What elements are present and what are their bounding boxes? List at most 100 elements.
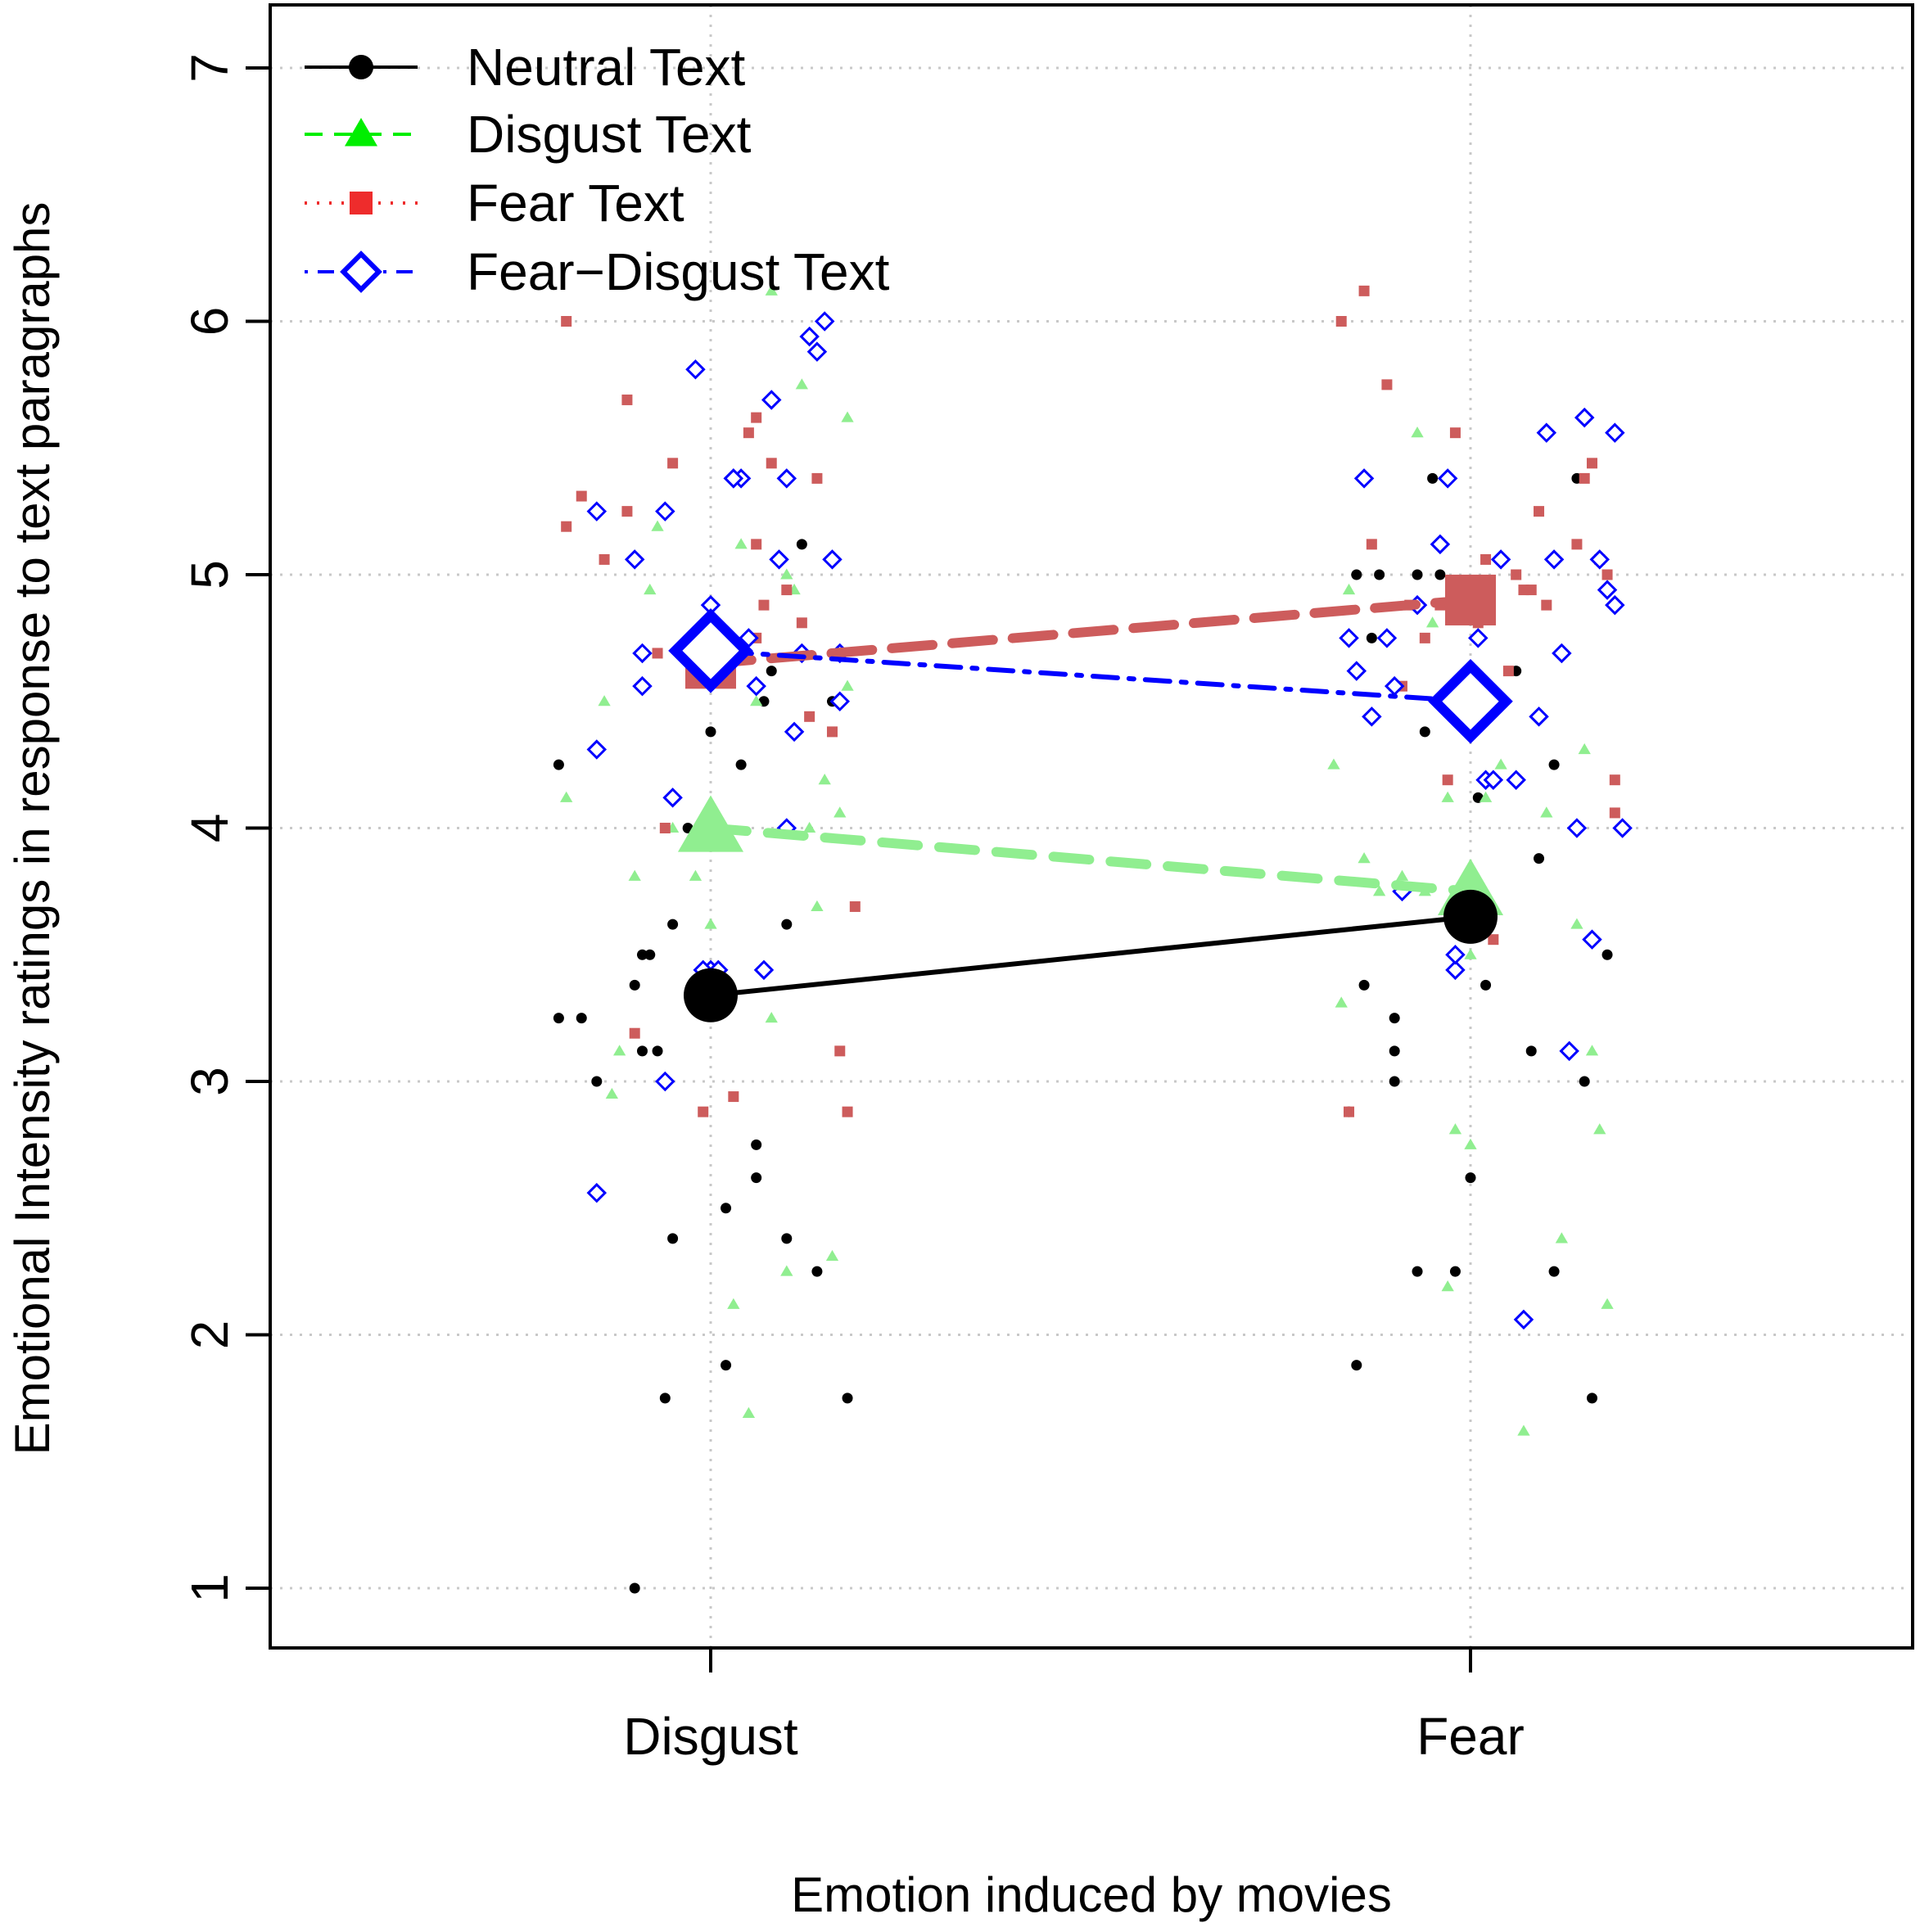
data-point-neutral (667, 1233, 679, 1244)
data-point-disgust (1593, 1123, 1606, 1135)
data-point-fear (1609, 774, 1620, 786)
series-feardisgust-points (586, 311, 1633, 1330)
data-point-fear (576, 490, 587, 502)
data-point-neutral (1366, 632, 1377, 643)
data-point-fear (842, 1106, 853, 1117)
data-point-fear (1344, 1106, 1355, 1117)
data-point-neutral (1389, 1076, 1400, 1087)
data-point-disgust (1464, 948, 1477, 959)
data-point-feardisgust (1339, 628, 1359, 648)
mean-line-disgust (706, 823, 1475, 896)
data-point-feardisgust (655, 1071, 675, 1092)
legend-marker-neutral (349, 55, 373, 79)
data-point-disgust (1395, 869, 1409, 881)
data-point-feardisgust (1506, 770, 1526, 790)
y-tick-label: 3 (180, 1067, 239, 1096)
data-point-neutral (1419, 726, 1430, 738)
data-point-disgust (780, 1265, 793, 1276)
data-point-fear (1449, 427, 1461, 439)
data-point-disgust (1479, 791, 1493, 802)
data-point-neutral (1579, 1076, 1590, 1087)
data-point-disgust (651, 520, 664, 531)
data-point-fear (781, 585, 793, 596)
data-point-disgust (1601, 1298, 1614, 1309)
data-point-neutral (796, 539, 807, 550)
data-point-disgust (1425, 616, 1439, 628)
data-point-fear (1502, 666, 1514, 677)
data-point-feardisgust (723, 468, 744, 489)
data-point-neutral (1480, 979, 1492, 991)
data-point-fear (1534, 506, 1545, 517)
data-point-disgust (802, 821, 816, 833)
data-point-disgust (765, 1011, 778, 1023)
data-point-neutral (751, 1172, 762, 1184)
data-point-disgust (811, 900, 824, 912)
data-point-fear (1419, 632, 1430, 643)
data-point-disgust (750, 695, 763, 706)
y-axis-title: Emotional Intensity ratings in response … (5, 202, 60, 1456)
data-point-feardisgust (1543, 549, 1565, 570)
data-point-fear (1488, 934, 1499, 946)
data-point-neutral (1358, 979, 1370, 991)
data-point-fear (796, 617, 807, 629)
data-point-fear (1358, 285, 1370, 296)
data-point-disgust (1342, 583, 1356, 595)
data-point-feardisgust (1574, 407, 1595, 428)
data-point-fear (1586, 458, 1597, 469)
x-axis-title: Emotion induced by movies (791, 1867, 1392, 1922)
data-point-disgust (560, 791, 573, 802)
data-point-disgust (1335, 996, 1348, 1008)
series-neutral-points (553, 472, 1613, 1594)
data-point-neutral (1412, 1266, 1423, 1277)
data-point-disgust (1327, 758, 1340, 770)
data-point-disgust (612, 1045, 626, 1056)
data-point-neutral (553, 1013, 564, 1024)
data-point-neutral (781, 1233, 793, 1244)
data-point-feardisgust (753, 959, 775, 981)
data-point-neutral (766, 666, 777, 677)
mean-marker-neutral (684, 968, 738, 1022)
data-point-feardisgust (1437, 468, 1458, 489)
data-point-fear (751, 412, 762, 423)
data-point-neutral (1427, 472, 1439, 484)
y-tick-label: 4 (180, 814, 239, 843)
legend-label-fear: Fear Text (467, 174, 684, 232)
series-fear-points (561, 285, 1620, 1117)
data-point-fear (758, 599, 770, 611)
data-point-feardisgust (624, 549, 645, 570)
data-point-feardisgust (769, 549, 789, 570)
x-tick-label: Disgust (623, 1707, 798, 1766)
data-point-neutral (629, 979, 640, 991)
data-point-neutral (705, 726, 716, 738)
data-point-neutral (721, 1203, 732, 1214)
mean-marker-fear (1445, 574, 1496, 625)
data-point-neutral (1351, 1360, 1362, 1371)
data-point-neutral (659, 1393, 671, 1404)
data-point-neutral (576, 1013, 587, 1024)
data-point-feardisgust (1362, 706, 1382, 727)
data-point-disgust (1372, 885, 1386, 896)
data-point-disgust (1540, 806, 1553, 818)
data-point-feardisgust (1597, 580, 1618, 600)
data-point-fear (1609, 807, 1620, 819)
data-point-feardisgust (822, 549, 843, 570)
data-point-neutral (553, 759, 564, 770)
data-point-neutral (1602, 949, 1613, 960)
data-point-neutral (1389, 1013, 1400, 1024)
axes: 1 2 3 4 5 6 7 Disgust Fear (180, 53, 1525, 1766)
y-tick-label: 7 (180, 53, 239, 83)
data-point-feardisgust (1582, 929, 1602, 950)
data-point-fear (1571, 539, 1583, 550)
data-point-neutral (1412, 569, 1423, 580)
data-point-disgust (825, 1249, 839, 1262)
data-point-feardisgust (1513, 1309, 1534, 1330)
data-point-disgust (1494, 758, 1507, 770)
data-point-disgust (1578, 743, 1591, 755)
data-point-disgust (1585, 1045, 1599, 1056)
data-point-feardisgust (829, 691, 851, 711)
data-point-disgust (727, 1298, 740, 1309)
data-point-feardisgust (1589, 549, 1611, 570)
data-point-disgust (742, 1406, 756, 1419)
data-point-neutral (1548, 1266, 1560, 1277)
data-point-fear (698, 1106, 709, 1117)
